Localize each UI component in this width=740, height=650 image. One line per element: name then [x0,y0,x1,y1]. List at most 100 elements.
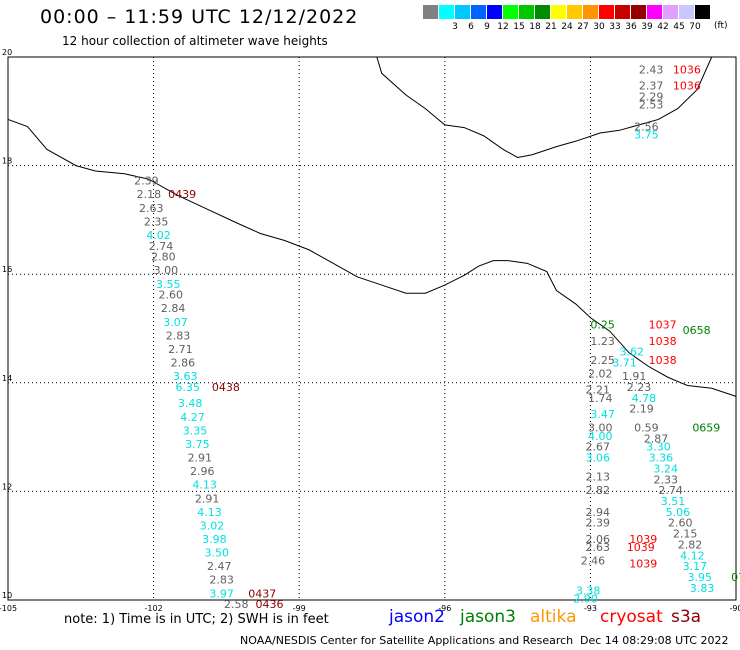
wave-height-label: 0439 [168,188,196,201]
wave-height-label: 2.02 [588,367,613,380]
wave-height-label: 3.02 [200,519,225,532]
map-frame [7,56,737,601]
colorbar-label: 9 [484,22,490,32]
colorbar-label: 24 [561,22,573,32]
colorbar-label: 45 [673,22,685,32]
wave-height-label: 3.30 [646,441,671,454]
wave-height-label: 0658 [683,324,711,337]
wave-height-label: 2.18 [137,188,162,201]
colorbar-label: 3 [452,22,458,32]
wave-height-label: 2.83 [209,574,234,587]
wave-height-label: 2.58 [224,598,249,611]
wave-height-label: 3.50 [205,547,230,560]
wave-height-label: 4.78 [632,392,657,405]
wave-height-label: 3.95 [687,571,712,584]
wave-height-label: 2.84 [161,302,186,315]
legend-altika: altika [530,607,577,627]
wave-height-label: 2.60 [158,289,183,302]
wave-height-label: 3.00 [154,264,179,277]
wave-height-label: 4.27 [180,411,205,424]
colorbar-swatch: 45 [663,5,685,32]
colorbar-swatch: 33 [599,5,621,32]
wave-height-label: 6.35 [175,381,200,394]
longitude-label: -102 [145,604,163,613]
wave-height-label: 3.38 [576,585,601,598]
wave-height-label: 2.25 [590,354,615,367]
longitude-label: -99 [293,604,306,613]
wave-height-label: 2.74 [658,484,683,497]
wave-height-label: 2.96 [190,465,215,478]
wave-height-label: 2.37 [639,80,664,93]
wave-height-label: 3.24 [653,462,678,475]
colorbar-label: 39 [641,22,653,32]
legend-jason2: jason2 [389,607,445,627]
wave-height-label: 2.39 [134,175,159,188]
wave-height-label: 2.47 [207,560,232,573]
wave-height-label: 3.07 [163,316,188,329]
latitude-label: 10 [2,591,12,600]
wave-height-label: 1036 [673,63,701,76]
wave-height-label: 3.35 [183,424,208,437]
colorbar-label: 15 [513,22,525,32]
colorbar-swatch: 9 [471,5,490,32]
wave-height-label: 0659 [692,422,720,435]
wave-height-label: 2.19 [629,403,654,416]
wave-height-label: 1039 [627,541,655,554]
wave-height-label: 2.71 [168,343,193,356]
wave-height-label: 2.39 [586,517,611,530]
wave-height-label: 2.87 [644,433,669,446]
colorbar-label: 42 [657,22,669,32]
colorbar-swatch [695,5,711,19]
colorbar-swatch: 21 [535,5,557,32]
colorbar-swatch: 12 [487,5,509,32]
legend-jason3: jason3 [460,607,516,627]
wave-height-label: 3.47 [590,408,615,421]
colorbar-label: 27 [577,22,589,32]
colorbar-swatch: 6 [455,5,474,32]
colorbar-swatch: 24 [551,5,573,32]
colorbar-swatch: 70 [679,5,701,32]
colorbar-label: 70 [689,22,701,32]
chart-subtitle: 12 hour collection of altimeter wave hei… [62,34,328,48]
wave-height-label: 3.98 [202,533,227,546]
chart-title: 00:00 – 11:59 UTC 12/12/2022 [40,6,359,28]
wave-height-label: 3.00 [588,422,613,435]
longitude-label: -105 [0,604,17,613]
legend-cryosat: cryosat [600,607,663,627]
wave-height-label: 0.25 [590,319,615,332]
wave-height-label: 1.23 [590,335,615,348]
colorbar-swatch: 39 [631,5,653,32]
wave-height-label: 1037 [649,319,677,332]
colorbar-label: 18 [529,22,541,32]
wave-height-label: 1036 [673,80,701,93]
latitude-label: 14 [2,374,12,383]
wave-height-label: 2.46 [581,555,606,568]
wave-height-label: 0.59 [634,422,659,435]
wave-height-label: 2.94 [586,506,611,519]
wave-height-label: 3.51 [661,495,686,508]
wave-height-label: 0438 [212,381,240,394]
wave-height-label: 2.43 [639,63,664,76]
colorbar: 3 6 9 12 15 18 21 24 27 30 33 36 39 42 45 70 [423,5,711,32]
wave-height-label: 4.02 [146,229,171,242]
wave-height-label: 0436 [256,598,284,611]
wave-height-label: 4.12 [680,549,705,562]
wave-height-label: 1.91 [622,370,647,383]
footer-note: note: 1) Time is in UTC; 2) SWH is in fe… [64,612,329,627]
wave-height-label: 3.36 [649,452,674,465]
generated-timestamp: Dec 14 08:29:08 UTC 2022 [580,634,729,647]
wave-height-label: 4.00 [588,430,613,443]
wave-height-label: 3.71 [612,357,637,370]
wave-height-label: 2.53 [639,99,664,112]
colorbar-label: 12 [497,22,509,32]
wave-height-label: 2.91 [188,452,213,465]
wave-height-label: 2.86 [171,357,196,370]
longitude-label: -96 [438,604,451,613]
latitude-label: 12 [2,482,12,491]
wave-height-label: 2.06 [586,533,611,546]
colorbar-swatch: 15 [503,5,525,32]
wave-height-label: 2.82 [586,484,611,497]
wave-height-label: 2.83 [166,329,191,342]
latitude-label: 20 [2,48,12,57]
credit-line: NOAA/NESDIS Center for Satellite Applica… [240,634,574,647]
